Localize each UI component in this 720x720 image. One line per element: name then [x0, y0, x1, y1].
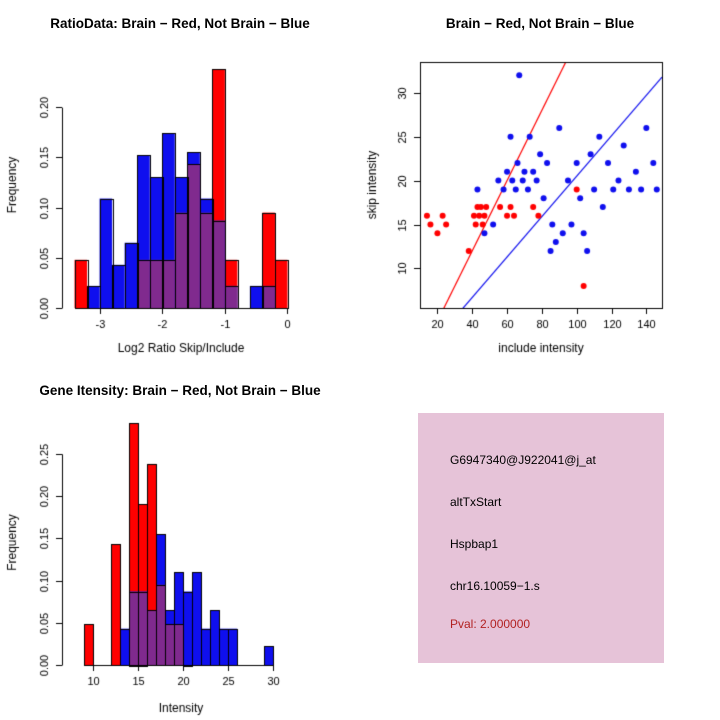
ratio-histogram-canvas [0, 0, 360, 375]
event-type-text: altTxStart [450, 495, 502, 509]
pval-text: Pval: 2.000000 [450, 617, 531, 631]
chromosome-location-text: chr16.10059−1.s [450, 579, 540, 593]
probe-info-box: G6947340@J922041@j_at altTxStart Hspbap1… [418, 413, 664, 663]
scatter-plot-canvas [360, 0, 720, 375]
gene-name-text: Hspbap1 [450, 537, 499, 551]
gene-histogram-canvas [0, 375, 360, 720]
probe-id-text: G6947340@J922041@j_at [450, 453, 596, 467]
